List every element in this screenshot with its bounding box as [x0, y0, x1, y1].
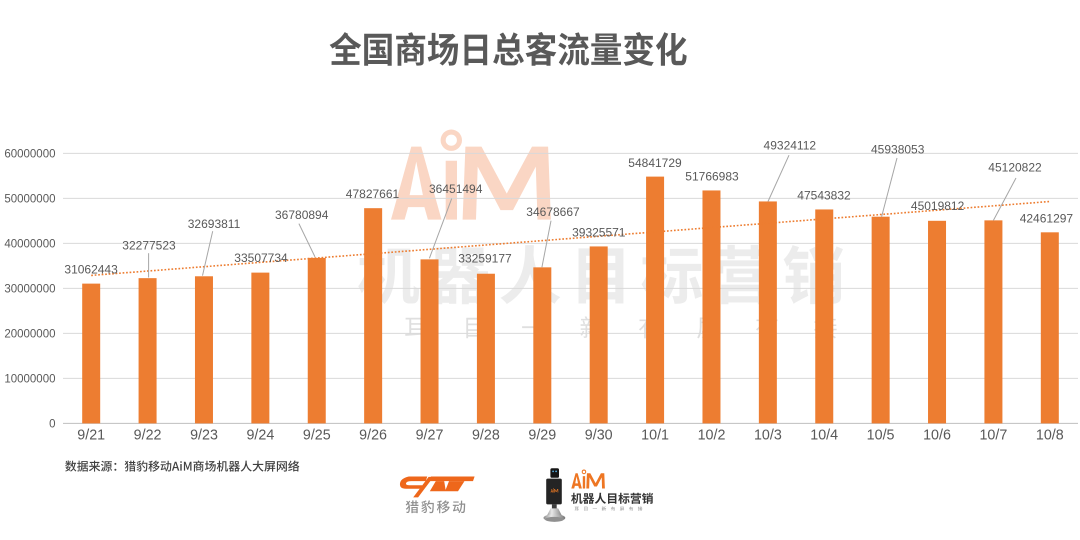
svg-text:39325571: 39325571 [572, 226, 626, 240]
svg-text:10/2: 10/2 [698, 428, 726, 444]
svg-text:9/28: 9/28 [472, 428, 500, 444]
svg-text:50000000: 50000000 [4, 194, 55, 206]
svg-text:30000000: 30000000 [4, 284, 55, 296]
svg-text:10/4: 10/4 [810, 428, 838, 444]
svg-text:47827661: 47827661 [346, 187, 400, 201]
svg-text:40000000: 40000000 [4, 239, 55, 251]
svg-text:10/1: 10/1 [641, 428, 669, 444]
svg-text:9/27: 9/27 [416, 428, 444, 444]
svg-text:34678667: 34678667 [526, 205, 580, 219]
svg-text:33259177: 33259177 [458, 252, 512, 266]
svg-text:54841729: 54841729 [628, 156, 682, 170]
svg-text:9/22: 9/22 [134, 428, 162, 444]
svg-text:36451494: 36451494 [429, 182, 483, 196]
svg-text:32693811: 32693811 [188, 217, 241, 231]
svg-text:9/23: 9/23 [190, 428, 218, 444]
svg-text:9/30: 9/30 [585, 428, 613, 444]
svg-text:10/8: 10/8 [1036, 428, 1064, 444]
svg-text:9/29: 9/29 [528, 428, 556, 444]
svg-text:10/5: 10/5 [867, 428, 895, 444]
svg-text:47543832: 47543832 [797, 189, 851, 203]
svg-text:36780894: 36780894 [275, 208, 329, 222]
svg-text:10000000: 10000000 [4, 374, 55, 386]
svg-text:60000000: 60000000 [4, 149, 55, 161]
svg-text:33507734: 33507734 [234, 251, 288, 265]
svg-text:10/6: 10/6 [923, 428, 951, 444]
svg-text:51766983: 51766983 [685, 169, 739, 183]
svg-text:31062443: 31062443 [64, 263, 118, 277]
svg-text:9/21: 9/21 [77, 428, 105, 444]
svg-text:45938053: 45938053 [871, 142, 925, 156]
svg-text:10/3: 10/3 [754, 428, 782, 444]
svg-text:49324112: 49324112 [764, 139, 817, 153]
svg-text:9/25: 9/25 [303, 428, 331, 444]
svg-text:9/26: 9/26 [359, 428, 387, 444]
svg-text:0: 0 [49, 419, 55, 431]
svg-text:10/7: 10/7 [979, 428, 1007, 444]
svg-text:45019812: 45019812 [911, 199, 965, 213]
svg-text:9/24: 9/24 [246, 428, 274, 444]
svg-text:32277523: 32277523 [122, 239, 176, 253]
svg-text:20000000: 20000000 [4, 329, 55, 341]
svg-text:45120822: 45120822 [988, 161, 1042, 175]
svg-text:42461297: 42461297 [1020, 211, 1074, 225]
